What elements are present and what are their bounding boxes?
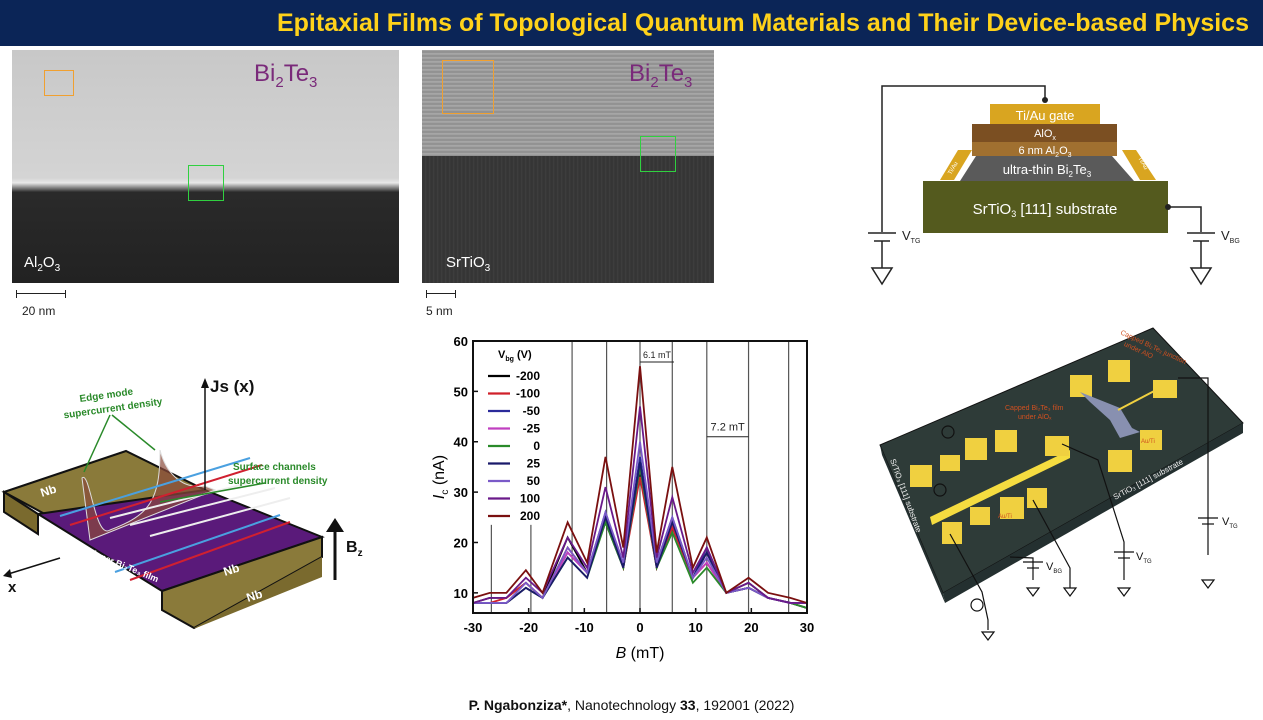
x-tick-label: 20 <box>744 620 758 635</box>
orange-box <box>44 70 74 96</box>
y-tick-label: 20 <box>454 535 468 550</box>
legend-title: Vbg (V) <box>498 349 532 363</box>
substrate-label: Al2O3 <box>24 254 61 274</box>
vbg-label: VBG <box>1221 228 1240 245</box>
material-label: Bi2Te3 <box>629 60 693 91</box>
auti-label: Au/Ti <box>1141 439 1155 445</box>
js-axis-label: Js (x) <box>210 377 254 396</box>
material-label: Bi2Te3 <box>254 60 318 91</box>
legend-label: -25 <box>523 422 541 436</box>
gate-stack-schematic: Ti/Au gate AlOx 6 nm Al2O3 ultra-thin Bi… <box>868 85 1240 286</box>
nb-label: Nb <box>222 561 242 579</box>
legend-label: -100 <box>516 387 540 401</box>
x-tick-label: -20 <box>519 620 538 635</box>
substrate-region <box>422 156 714 283</box>
legend-label: 100 <box>520 492 540 506</box>
gate-label: Ti/Au gate <box>1016 108 1075 123</box>
y-tick-label: 60 <box>454 334 468 349</box>
x-axis-label: x <box>8 579 17 596</box>
y-tick-label: 50 <box>454 384 468 399</box>
scale-label: 20 nm <box>22 304 56 318</box>
series-line-200 <box>472 366 808 604</box>
x-tick-label: 0 <box>636 620 643 635</box>
vtg-label: VTG <box>902 228 920 245</box>
y-tick-label: 30 <box>454 485 468 500</box>
alox-label: AlOx <box>1034 128 1056 142</box>
tem-image-srtio3: Bi2Te3 SrTiO3 <box>422 50 714 283</box>
bi2te3-layer <box>960 156 1134 181</box>
legend-label: 50 <box>527 474 541 488</box>
bz-label: Bz <box>346 539 363 559</box>
x-tick-label: 30 <box>800 620 814 635</box>
annotation-label: 7.2 mT <box>711 422 746 434</box>
gate-layer <box>990 104 1100 124</box>
scale-bar <box>16 290 66 298</box>
vtg-label: VTG <box>1222 516 1238 530</box>
contact-right <box>1122 150 1156 180</box>
al2o3-label: 6 nm Al2O3 <box>1018 145 1071 159</box>
legend-label: 0 <box>533 439 540 453</box>
vtg-label: VTG <box>1136 551 1152 565</box>
nb-label: Nb <box>245 587 265 605</box>
x-tick-label: -30 <box>464 620 483 635</box>
series-line-50 <box>473 441 807 604</box>
series-line-100 <box>472 406 807 604</box>
auti-label: Au/Ti <box>998 514 1012 520</box>
hall-bar-film <box>930 450 1070 525</box>
x-tick-label: -10 <box>575 620 594 635</box>
film-label: ultra-thin Bi2Te3 <box>1003 162 1092 179</box>
orange-box <box>442 60 494 114</box>
josephson-junction-schematic: Js (x) Edge modesupercurrent density Sur… <box>1 377 363 630</box>
legend-label: 200 <box>520 509 540 523</box>
alox-layer <box>972 124 1117 146</box>
capped-film-label: Capped Bi₂Te₃ film under AlOₓ <box>1005 405 1064 421</box>
vbg-label: VBG <box>1046 561 1062 575</box>
device-layout-schematic: Capped Bi₂Te₃ junctionunder AlO Capped B… <box>879 327 1244 641</box>
legend-label: -50 <box>523 404 541 418</box>
scale-label: 5 nm <box>426 304 453 318</box>
green-box <box>640 136 676 172</box>
legend-label: 25 <box>527 457 541 471</box>
y-tick-label: 40 <box>454 435 468 450</box>
x-tick-label: 10 <box>688 620 702 635</box>
tem-image-al2o3: Bi2Te3 Al2O3 <box>12 50 399 283</box>
substrate-label: SrTiO3 [111] substrate <box>973 201 1118 219</box>
x-axis-label: B (mT) <box>616 645 665 662</box>
annotation-label: 6.1 mT <box>643 350 672 360</box>
substrate-label: SrTiO3 <box>446 254 491 274</box>
scale-bar <box>426 290 456 298</box>
citation: P. Ngabonziza*, Nanotechnology 33, 19200… <box>468 697 795 713</box>
contact-pads <box>910 360 1177 544</box>
slide-title: Epitaxial Films of Topological Quantum M… <box>0 0 1263 46</box>
nb-electrodes <box>1080 392 1140 438</box>
green-box <box>188 165 224 201</box>
supercurrent-profile <box>81 449 217 541</box>
y-tick-label: 10 <box>454 586 468 601</box>
y-axis-label: Ic (nA) <box>431 455 451 499</box>
legend-label: -200 <box>516 369 540 383</box>
substrate-layer <box>923 181 1168 233</box>
nb-label: Nb <box>39 482 59 500</box>
surface-channels-label: Surface channels supercurrent density <box>228 462 328 487</box>
contact-left <box>940 150 972 180</box>
